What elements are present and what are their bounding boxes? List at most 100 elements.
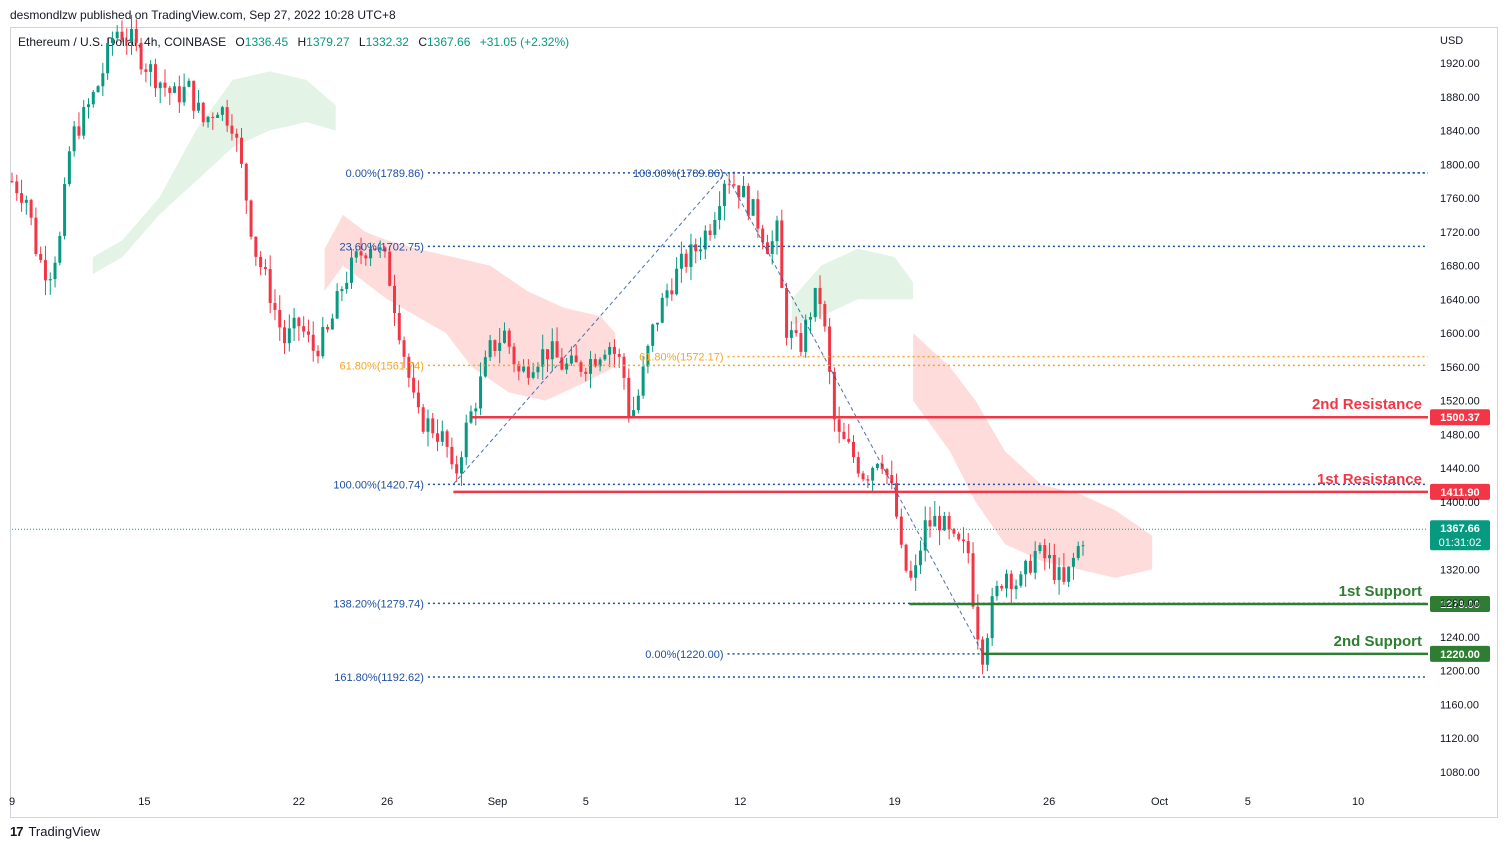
level-label-4: 2nd Support [1334, 633, 1422, 650]
candle-body [502, 330, 506, 343]
y-tick-label: 1400.00 [1440, 497, 1480, 509]
candle-body [546, 349, 550, 360]
candle-body [349, 257, 353, 283]
candle-body [34, 217, 38, 254]
candle-body [531, 372, 535, 378]
candle-body [15, 181, 19, 194]
candle-body [364, 255, 368, 259]
candle-body [550, 341, 554, 360]
candle-body [1028, 560, 1032, 573]
candle-body [316, 350, 320, 357]
candle-body [938, 515, 942, 531]
candle-body [373, 248, 377, 250]
symbol-name[interactable]: Ethereum / U.S. Dollar, 4h, COINBASE [18, 35, 227, 49]
candle-body [139, 42, 143, 70]
candle-body [737, 185, 741, 198]
current-price-tag [1430, 520, 1490, 551]
candle-body [354, 251, 358, 258]
y-tick-label: 1120.00 [1440, 733, 1479, 745]
candle-body [58, 235, 62, 263]
candle-body [904, 544, 908, 571]
candle-body [483, 357, 487, 377]
candle-body [187, 80, 191, 87]
candle-body [455, 464, 459, 474]
bar-countdown: 01:31:02 [1439, 537, 1482, 549]
candle-body [593, 359, 597, 367]
x-tick-label: 26 [381, 796, 393, 808]
candle-body [684, 253, 688, 267]
candle-body [742, 185, 746, 198]
candle-body [1081, 545, 1085, 547]
candle-body [302, 326, 306, 332]
candle-body [67, 151, 71, 185]
candle-body [507, 330, 511, 347]
candle-body [636, 395, 640, 411]
candle-body [679, 253, 683, 269]
candle-body [359, 251, 363, 256]
y-tick-label: 1560.00 [1440, 362, 1480, 374]
candle-body [431, 418, 435, 434]
candle-body [832, 371, 836, 420]
candle-body [383, 247, 387, 252]
candle-body [101, 73, 105, 87]
candle-body [469, 411, 473, 423]
candle-body [842, 431, 846, 439]
candle-body [163, 82, 167, 88]
x-tick-label: Sep [488, 796, 508, 808]
candle-body [579, 362, 583, 372]
open-label: O [235, 35, 245, 49]
y-tick-label: 1440.00 [1440, 463, 1480, 475]
candle-body [474, 408, 478, 412]
candle-body [818, 287, 822, 305]
candle-body [622, 356, 626, 378]
level-tag-4 [1430, 645, 1490, 662]
candle-body [794, 330, 798, 334]
candle-body [201, 102, 205, 123]
y-tick-label: 1320.00 [1440, 564, 1480, 576]
y-tick-label: 1800.00 [1440, 159, 1480, 171]
candle-body [1067, 566, 1071, 582]
candle-body [1000, 585, 1004, 589]
candle-body [254, 236, 258, 257]
candle-body [388, 251, 392, 286]
candle-body [326, 327, 330, 330]
candle-body [235, 133, 239, 138]
candle-body [928, 520, 932, 527]
candle-body [43, 260, 47, 281]
fib-label-4: 100.00%(1420.74) [333, 479, 424, 491]
y-tick-label: 1520.00 [1440, 396, 1480, 408]
low-value: 1332.32 [365, 35, 409, 49]
candle-body [627, 377, 631, 417]
y-tick-label: 1840.00 [1440, 126, 1480, 138]
candle-body [125, 39, 129, 42]
candle-body [598, 359, 602, 367]
currency-label: USD [1440, 35, 1463, 47]
fib-label-6: 161.80%(1192.62) [334, 672, 424, 684]
candle-body [612, 346, 616, 354]
tradingview-footer[interactable]: 17 TradingView [10, 824, 100, 839]
candle-body [689, 244, 693, 267]
candle-body [785, 287, 789, 338]
candle-body [861, 473, 865, 480]
candle-body [120, 31, 124, 40]
candle-body [1014, 585, 1018, 590]
level-tag-2 [1430, 483, 1490, 500]
candle-body [761, 228, 765, 243]
candle-body [995, 585, 999, 597]
candle-body [746, 185, 750, 216]
fib-label-3: 61.80%(1561.74) [340, 360, 424, 372]
candle-body [856, 457, 860, 474]
level-tag-text-2: 1411.90 [1440, 487, 1479, 499]
candle-body [416, 392, 420, 408]
level-tag-text-3: 1279.00 [1440, 599, 1480, 611]
candle-body [321, 327, 325, 357]
candle-body [957, 533, 961, 540]
y-tick-label: 1920.00 [1440, 58, 1480, 70]
fib-label-8: 61.80%(1572.17) [639, 352, 723, 364]
candle-body [273, 303, 277, 310]
candle-body [1052, 554, 1056, 581]
y-tick-label: 1160.00 [1440, 699, 1479, 711]
candle-body [211, 116, 215, 118]
candle-body [96, 86, 100, 93]
